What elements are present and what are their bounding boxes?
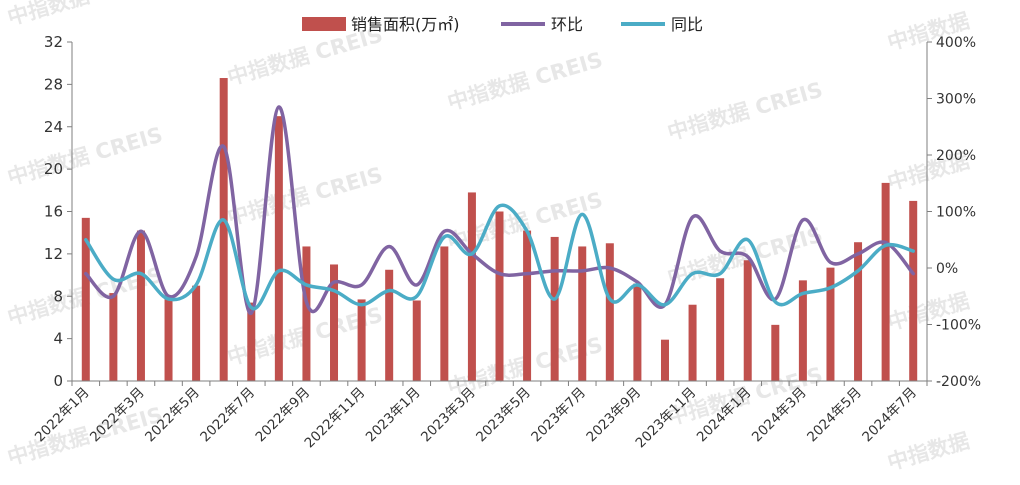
legend: 销售面积(万㎡) 环比 同比	[302, 15, 703, 34]
bar	[440, 246, 449, 381]
watermark-text: 中指数据	[885, 429, 972, 475]
bar	[716, 278, 725, 381]
left-tick-label: 4	[53, 330, 63, 348]
bar	[798, 280, 807, 381]
bar	[247, 302, 256, 381]
bar	[302, 246, 311, 381]
bar	[881, 182, 890, 381]
watermark-text: 中指数据 CREIS	[5, 123, 166, 190]
left-tick-label: 28	[44, 75, 63, 93]
right-tick-label: 0%	[936, 261, 958, 277]
left-tick-label: 24	[44, 118, 63, 136]
left-tick-label: 12	[44, 245, 63, 263]
bar	[605, 243, 614, 381]
left-tick-label: 8	[53, 287, 63, 305]
bar	[909, 200, 918, 381]
bar	[274, 116, 283, 381]
right-tick-label: -100%	[936, 318, 981, 334]
bar	[660, 339, 669, 381]
bar	[578, 246, 587, 381]
bar	[164, 298, 173, 381]
bar	[219, 78, 228, 382]
bar	[854, 242, 863, 381]
bar	[743, 260, 752, 381]
bar	[633, 283, 642, 381]
bar	[357, 299, 366, 381]
x-tick-label: 2023年1月	[363, 385, 424, 446]
right-tick-label: 200%	[936, 148, 976, 164]
bars-group	[81, 78, 918, 382]
watermark-text: 中指数据 CREIS	[5, 403, 166, 470]
x-tick-label: 2023年3月	[418, 385, 479, 446]
bar	[136, 230, 145, 381]
legend-swatch-bar	[302, 17, 346, 31]
bar	[550, 236, 559, 381]
series-line-yoy	[84, 203, 915, 311]
watermark-text: 中指数据 CREIS	[445, 48, 606, 115]
x-tick-label: 2024年7月	[859, 385, 920, 446]
legend-label: 销售面积(万㎡)	[351, 15, 460, 34]
bar	[523, 230, 532, 381]
bar	[330, 264, 339, 381]
watermark-text: 中指数据 CREIS	[5, 0, 166, 30]
bar	[826, 267, 835, 381]
legend-label: 环比	[551, 15, 583, 34]
lines-group	[84, 105, 915, 315]
watermark-text: 中指数据 CREIS	[225, 163, 386, 230]
x-tick-label: 2023年5月	[473, 385, 534, 446]
left-tick-label: 20	[44, 160, 63, 178]
bar	[192, 285, 201, 381]
bar	[495, 211, 504, 381]
right-tick-label: 100%	[936, 205, 976, 221]
right-tick-label: 400%	[936, 35, 976, 51]
bar	[109, 293, 118, 381]
bar	[385, 269, 394, 381]
right-tick-label: 300%	[936, 92, 976, 108]
left-tick-label: 0	[53, 372, 63, 390]
series-line-mom	[84, 105, 915, 315]
bar	[412, 300, 421, 381]
bar	[81, 217, 90, 381]
bar	[467, 192, 476, 381]
right-tick-label: -200%	[936, 374, 981, 390]
legend-label: 同比	[671, 15, 703, 34]
watermarks: 中指数据 CREIS 中指数据 CREIS 中指数据 CREIS 中指数据 CREIS…	[5, 0, 972, 475]
x-tick-label: 2023年7月	[528, 385, 589, 446]
x-tick-label: 2024年5月	[804, 385, 865, 446]
watermark-text: 中指数据 CREIS	[665, 78, 826, 145]
bar	[688, 304, 697, 381]
left-tick-label: 16	[44, 203, 63, 221]
x-tick-label: 2022年7月	[197, 385, 258, 446]
left-tick-label: 32	[44, 33, 63, 51]
bar	[771, 324, 780, 381]
